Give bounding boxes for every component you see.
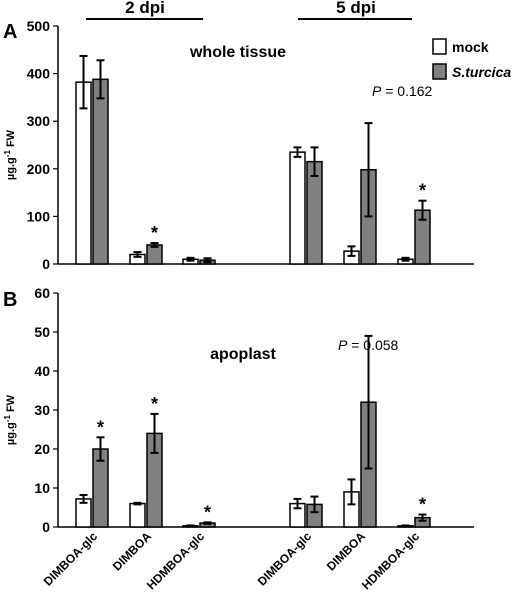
group-label-5dpi: 5 dpi [336, 0, 376, 17]
legend-label-treated: S.turcica [452, 64, 511, 80]
panel-a-bar-mock [289, 151, 306, 265]
panel-a-ytick-label: 500 [27, 18, 51, 34]
legend-swatch-mock [432, 38, 447, 55]
panel-b-pvalue-italic: P [338, 337, 348, 353]
panel-b-ytick-label: 50 [34, 324, 50, 340]
panel-b-pvalue-text: = 0.058 [347, 337, 398, 353]
panel-a-bar-treated [306, 160, 323, 265]
panel-label-a: A [3, 21, 17, 43]
panel-a-ytick-label: 200 [27, 161, 51, 177]
panel-b-ytick-label: 60 [34, 285, 50, 301]
panel-b-ytick-label: 0 [42, 519, 50, 535]
panel-a-ytick-label: 100 [27, 208, 51, 224]
panel-b-significance-mark: * [204, 502, 211, 522]
panel-b-title: apoplast [210, 346, 276, 363]
panel-label-b: B [3, 289, 17, 311]
legend-swatch-treated [432, 63, 447, 80]
panel-a-significance-mark: * [151, 223, 158, 243]
panel-b-significance-mark: * [151, 394, 158, 414]
group-label-2dpi: 2 dpi [125, 0, 165, 17]
panel-b-pvalue: P = 0.058 [338, 337, 399, 353]
panel-a-ytick-label: 0 [42, 256, 50, 272]
category-label: DIMBOA-glc [255, 529, 315, 589]
panel-b-ytick-label: 10 [34, 480, 50, 496]
panel-a-pvalue-italic: P [372, 83, 382, 99]
panel-a-ytick-label: 400 [27, 66, 51, 82]
panel-b-significance-mark: * [97, 417, 104, 437]
panel-a-pvalue-text: = 0.162 [381, 83, 432, 99]
panel-a-bar-mock [75, 81, 92, 265]
panel-a-ytick-label: 300 [27, 113, 51, 129]
panel-b-ytick-label: 20 [34, 441, 50, 457]
panel-b-ytick-label: 40 [34, 363, 50, 379]
panel-a-ylabel: µg.g-1 FW [3, 129, 17, 180]
panel-b-ylabel: µg.g-1 FW [3, 394, 17, 445]
panel-b-significance-mark: * [419, 495, 426, 515]
category-label: HDMBOA-glc [359, 529, 422, 592]
panel-a-significance-mark: * [419, 181, 426, 201]
category-label: DIMBOA [110, 529, 155, 574]
panel-a-plot: 0 100 200 300 400 500 * * [27, 18, 474, 272]
panel-b-bar-mock [129, 502, 146, 528]
panel-a-title: whole tissue [189, 44, 286, 61]
legend-label-mock: mock [452, 39, 489, 55]
panel-a-bar-treated [92, 78, 109, 265]
panel-b-ytick-label: 30 [34, 402, 50, 418]
category-label: DIMBOA [324, 529, 369, 574]
panel-a-pvalue: P = 0.162 [372, 83, 433, 99]
category-label: DIMBOA-glc [41, 529, 101, 589]
